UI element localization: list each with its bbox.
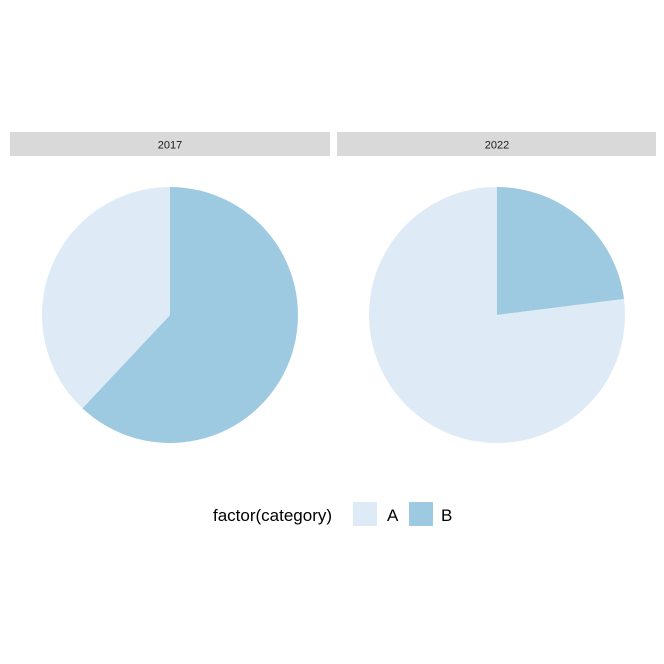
legend: factor(category) A B [213, 502, 452, 526]
facet-strip-2017 [10, 132, 330, 156]
pie-slice-2022-b [497, 187, 624, 315]
facet-panel-2017: 2017 [10, 132, 330, 443]
pie-2017 [41, 187, 298, 443]
legend-label-a: A [387, 506, 399, 525]
pie-2022 [368, 187, 625, 444]
legend-label-b: B [441, 506, 452, 525]
pie-slice-2017-b [82, 187, 298, 443]
pie-slice-2022-a [368, 187, 625, 444]
legend-key-b [409, 502, 433, 526]
facet-strip-label-2017: 2017 [158, 140, 182, 152]
facet-strip-2022 [337, 132, 656, 156]
facet-panel-2022: 2022 [337, 132, 656, 444]
pie-slice-2017-a [41, 187, 170, 409]
facet-strip-label-2022: 2022 [485, 140, 509, 152]
legend-key-a [353, 502, 377, 526]
legend-title: factor(category) [213, 506, 332, 525]
